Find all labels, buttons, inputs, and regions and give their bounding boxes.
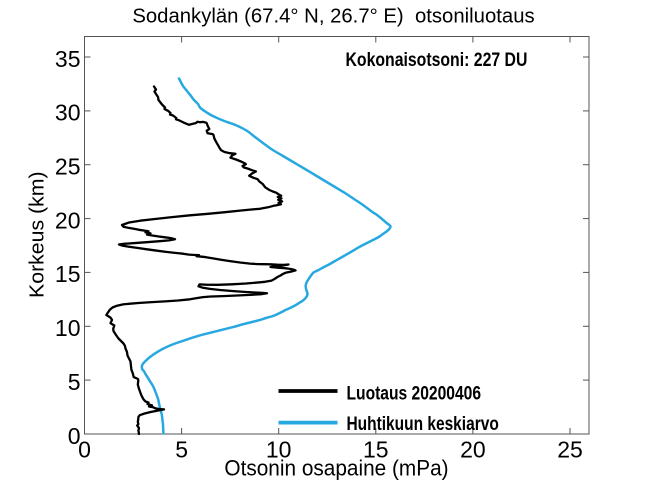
svg-text:Sodankylän (67.4° N, 26.7° E): Sodankylän (67.4° N, 26.7° E) otsoniluot… xyxy=(132,5,534,28)
svg-text:0: 0 xyxy=(78,437,91,463)
svg-text:15: 15 xyxy=(55,261,81,287)
svg-text:Otsonin osapaine (mPa): Otsonin osapaine (mPa) xyxy=(224,455,448,480)
svg-text:20: 20 xyxy=(55,207,81,233)
svg-text:20: 20 xyxy=(460,437,486,463)
svg-text:Luotaus 20200406: Luotaus 20200406 xyxy=(347,383,482,404)
svg-text:0: 0 xyxy=(68,423,81,449)
svg-text:10: 10 xyxy=(55,315,81,341)
svg-text:10: 10 xyxy=(266,437,292,463)
svg-text:25: 25 xyxy=(55,154,81,180)
svg-text:35: 35 xyxy=(55,46,81,72)
svg-text:Korkeus (km): Korkeus (km) xyxy=(26,171,49,298)
svg-text:5: 5 xyxy=(175,437,188,463)
svg-text:15: 15 xyxy=(363,437,389,463)
svg-text:5: 5 xyxy=(68,369,81,395)
svg-text:25: 25 xyxy=(557,437,583,463)
svg-text:30: 30 xyxy=(55,100,81,126)
svg-text:Kokonaisotsoni: 227 DU: Kokonaisotsoni: 227 DU xyxy=(346,50,528,71)
svg-text:Huhtikuun keskiarvo: Huhtikuun keskiarvo xyxy=(347,414,499,435)
